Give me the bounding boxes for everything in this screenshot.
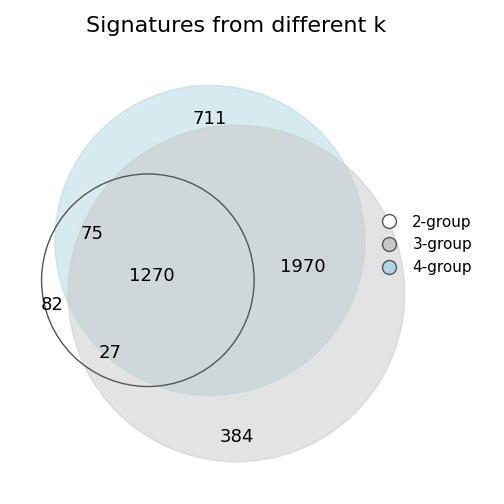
- Text: 82: 82: [41, 295, 64, 313]
- Title: Signatures from different k: Signatures from different k: [86, 16, 387, 36]
- Text: 1970: 1970: [280, 258, 326, 276]
- Circle shape: [68, 125, 405, 462]
- Circle shape: [55, 85, 365, 395]
- Text: 75: 75: [81, 225, 104, 243]
- Legend: 2-group, 3-group, 4-group: 2-group, 3-group, 4-group: [368, 209, 478, 281]
- Text: 27: 27: [99, 344, 121, 362]
- Text: 1270: 1270: [130, 267, 175, 285]
- Text: 384: 384: [219, 428, 254, 447]
- Text: 711: 711: [193, 109, 227, 128]
